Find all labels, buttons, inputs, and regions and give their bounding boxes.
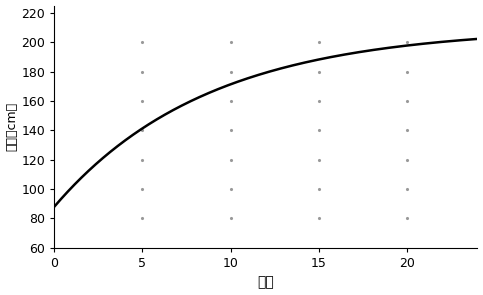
- X-axis label: 月齢: 月齢: [257, 276, 274, 289]
- Y-axis label: 胸围（cm）: 胸围（cm）: [6, 102, 18, 151]
